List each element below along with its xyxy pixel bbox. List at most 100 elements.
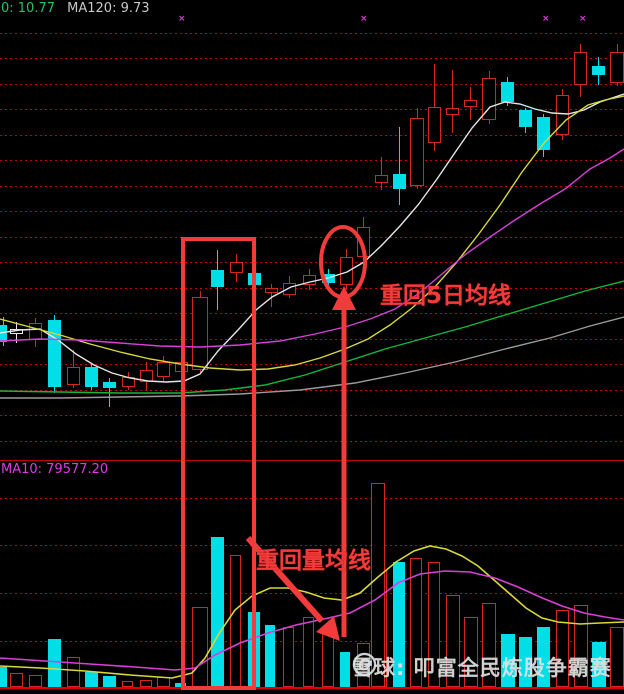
volume-bar bbox=[519, 637, 532, 687]
volume-bar bbox=[175, 683, 186, 687]
dotted-gridline bbox=[0, 33, 624, 34]
volume-bar bbox=[393, 562, 405, 687]
snowball-logo-icon bbox=[352, 652, 377, 677]
candle-body bbox=[428, 107, 441, 143]
dotted-gridline bbox=[0, 364, 624, 365]
dotted-gridline bbox=[0, 339, 624, 340]
candle-body bbox=[230, 262, 243, 273]
dotted-gridline bbox=[0, 237, 624, 238]
candle-body bbox=[592, 66, 605, 75]
dotted-gridline bbox=[0, 84, 624, 85]
dotted-gridline bbox=[0, 262, 624, 263]
candle-body bbox=[211, 270, 224, 287]
volume-bar bbox=[340, 652, 350, 687]
volume-bar bbox=[0, 667, 7, 687]
candle-body bbox=[446, 108, 459, 115]
dotted-gridline bbox=[0, 545, 624, 546]
volume-bar bbox=[211, 537, 224, 687]
candle-body bbox=[140, 370, 153, 382]
arrow-up-head-icon bbox=[332, 286, 356, 310]
dotted-gridline bbox=[0, 288, 624, 289]
highlight-rectangle bbox=[181, 237, 256, 690]
candle-wick bbox=[271, 284, 272, 307]
candle-body bbox=[393, 174, 406, 189]
candle-body bbox=[103, 382, 116, 388]
candle-wick bbox=[399, 127, 400, 205]
volume-bar bbox=[501, 634, 515, 687]
volume-bar bbox=[85, 672, 98, 687]
candle-body bbox=[67, 367, 80, 385]
volume-bar bbox=[103, 676, 116, 687]
candle-body bbox=[340, 257, 353, 285]
dotted-gridline bbox=[0, 313, 624, 314]
volume-bar bbox=[48, 639, 61, 687]
axis-line bbox=[0, 460, 624, 461]
event-marker-icon: × bbox=[178, 14, 186, 24]
watermark-text: 雪球: 叩富全民炼股争霸赛 bbox=[352, 656, 612, 680]
volume-bar bbox=[10, 673, 23, 687]
volume-bar bbox=[446, 595, 460, 687]
volume-bar bbox=[537, 627, 550, 687]
event-marker-icon: × bbox=[579, 14, 587, 24]
volume-bar bbox=[371, 483, 385, 687]
volume-bar bbox=[29, 675, 42, 687]
ma-line-ma5 bbox=[0, 93, 624, 383]
candle-body bbox=[192, 297, 208, 370]
candle-body bbox=[501, 82, 514, 102]
candle-body bbox=[157, 362, 170, 377]
ma-line-ma10 bbox=[0, 95, 624, 371]
ma-line-volma10 bbox=[0, 570, 624, 671]
event-marker-icon: × bbox=[360, 14, 368, 24]
volume-bar bbox=[482, 603, 496, 687]
dotted-gridline bbox=[0, 186, 624, 187]
volume-bar bbox=[67, 657, 80, 687]
candle-body bbox=[48, 320, 61, 387]
dotted-gridline bbox=[0, 390, 624, 391]
volume-bar bbox=[122, 681, 133, 687]
volume-bar bbox=[556, 610, 569, 687]
dotted-gridline bbox=[0, 211, 624, 212]
ma-line-volma5 bbox=[0, 545, 624, 679]
candle-wick bbox=[381, 157, 382, 190]
event-marker-icon: × bbox=[542, 14, 550, 24]
candle-body bbox=[410, 118, 424, 186]
candle-body bbox=[85, 367, 98, 387]
candle-body bbox=[556, 95, 569, 135]
arrow-diagonal-shaft bbox=[245, 536, 325, 623]
volume-bar bbox=[428, 562, 440, 687]
dotted-gridline bbox=[0, 415, 624, 416]
candle-body bbox=[303, 275, 316, 285]
arrow-diagonal-head-icon bbox=[316, 616, 340, 641]
candle-body bbox=[265, 288, 278, 293]
axis-line bbox=[0, 687, 624, 689]
dotted-gridline bbox=[0, 109, 624, 110]
volume-indicator-header: MA10: 79577.20 bbox=[1, 462, 109, 477]
dotted-gridline bbox=[0, 160, 624, 161]
candle-body bbox=[0, 325, 7, 342]
volume-bar bbox=[464, 617, 478, 687]
ma60-value-label: 0: 10.77 bbox=[1, 1, 55, 16]
volume-bar bbox=[592, 642, 606, 687]
volume-bar bbox=[303, 617, 314, 687]
main-indicator-header: 0: 10.77 MA120: 9.73 bbox=[1, 1, 150, 16]
highlight-ellipse bbox=[319, 225, 367, 299]
ma-line-ma120 bbox=[0, 316, 624, 399]
volume-bar bbox=[140, 680, 152, 687]
candle-body bbox=[375, 175, 388, 183]
dotted-gridline bbox=[0, 58, 624, 59]
candle-body bbox=[464, 100, 477, 107]
dotted-gridline bbox=[0, 441, 624, 442]
annotation-text-ma5: 重回5日均线 bbox=[380, 283, 512, 309]
candle-body bbox=[574, 52, 587, 85]
candle-body bbox=[537, 117, 550, 150]
ma120-value-label: MA120: 9.73 bbox=[67, 1, 150, 16]
candle-wick bbox=[452, 70, 453, 133]
candle-body bbox=[519, 110, 532, 127]
volume-bar bbox=[410, 558, 422, 687]
dotted-gridline bbox=[0, 498, 624, 499]
ma-line-ma20 bbox=[0, 148, 624, 348]
volume-bar bbox=[265, 625, 275, 687]
dotted-gridline bbox=[0, 135, 624, 136]
